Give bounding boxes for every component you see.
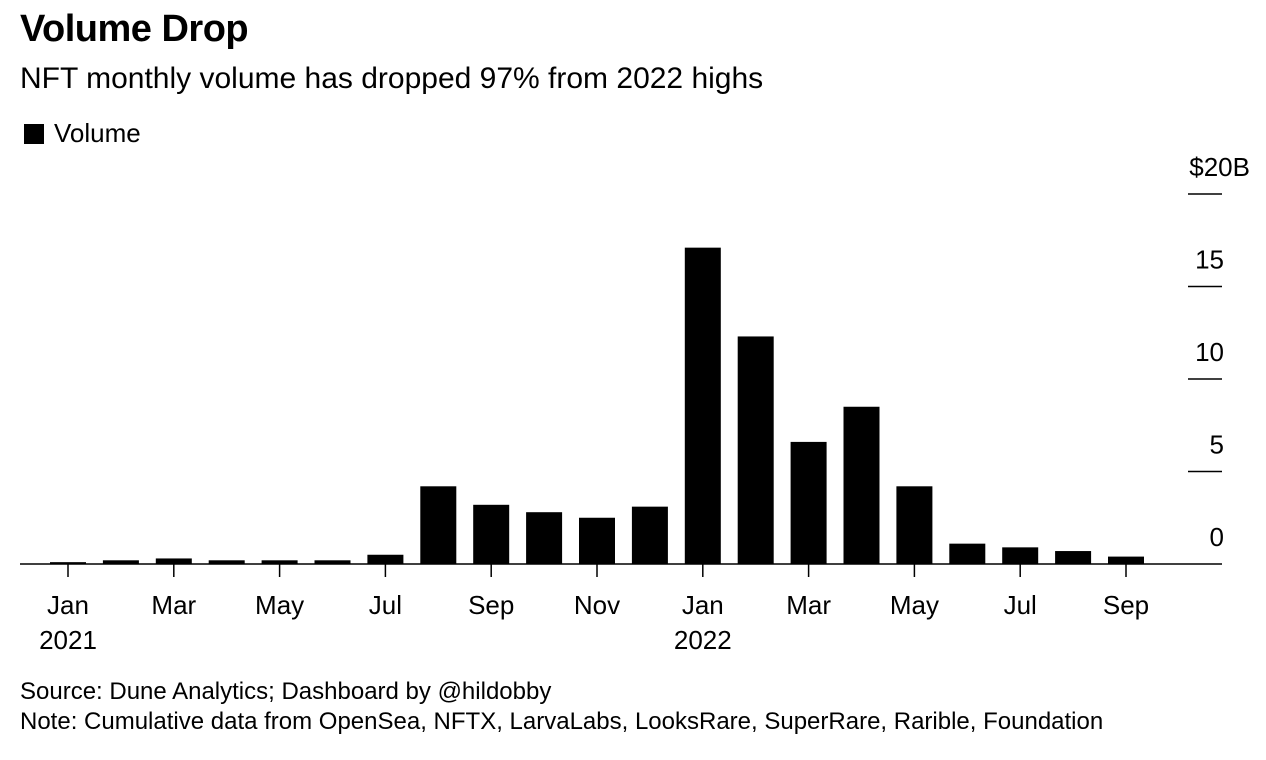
x-tick-label: Mar [786,590,831,620]
y-tick-label: 15 [1195,245,1224,275]
x-tick-label: May [255,590,304,620]
x-tick-label: Sep [1103,590,1149,620]
chart-subtitle: NFT monthly volume has dropped 97% from … [20,62,764,95]
bar [737,336,774,564]
bar [526,512,563,564]
legend-swatch [24,123,44,144]
bar [155,558,192,564]
bar [208,560,245,564]
y-tick-label: $20B [1189,152,1250,182]
bar [579,517,615,564]
x-tick-label: Jan [682,590,724,620]
x-tick-label: Jul [369,590,402,620]
bar [261,560,298,564]
footnote: Note: Cumulative data from OpenSea, NFTX… [20,708,1104,735]
bar [684,247,721,564]
x-tick-label: Jul [1004,590,1037,620]
bar [102,560,139,564]
x-tick-label: Jan [47,590,89,620]
bar [1002,547,1039,564]
bar [1055,551,1092,564]
bar [50,562,86,564]
y-tick-label: 10 [1195,337,1224,367]
x-tick-label: Sep [468,590,514,620]
legend-label: Volume [54,118,141,148]
bar [843,406,880,564]
y-tick-label: 0 [1210,522,1224,552]
bar [314,560,351,564]
bar [790,441,827,564]
legend: Volume [24,118,141,149]
x-tick-label: May [890,590,939,620]
bar [473,504,510,564]
source-note: Source: Dune Analytics; Dashboard by @hi… [20,678,552,705]
x-tick-label: Mar [151,590,196,620]
chart-title: Volume Drop [20,8,249,50]
bar [896,486,933,564]
bar [949,543,986,564]
x-year-label: 2022 [674,625,732,655]
bar [420,486,457,564]
bar [1108,556,1144,564]
bar [367,554,404,564]
x-tick-label: Nov [574,590,620,620]
bar [631,506,668,564]
x-year-label: 2021 [39,625,97,655]
y-tick-label: 5 [1210,430,1224,460]
